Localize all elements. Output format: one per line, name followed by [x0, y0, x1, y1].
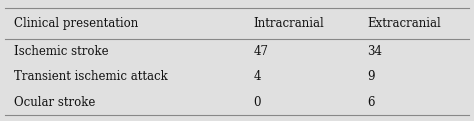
Text: Transient ischemic attack: Transient ischemic attack: [14, 70, 168, 83]
Text: 34: 34: [367, 45, 383, 58]
Text: Clinical presentation: Clinical presentation: [14, 17, 138, 30]
Text: Intracranial: Intracranial: [254, 17, 324, 30]
Text: Extracranial: Extracranial: [367, 17, 441, 30]
Text: 47: 47: [254, 45, 269, 58]
Text: Ocular stroke: Ocular stroke: [14, 96, 96, 109]
Text: 9: 9: [367, 70, 375, 83]
Text: Ischemic stroke: Ischemic stroke: [14, 45, 109, 58]
Text: 4: 4: [254, 70, 261, 83]
Text: 0: 0: [254, 96, 261, 109]
Text: 6: 6: [367, 96, 375, 109]
